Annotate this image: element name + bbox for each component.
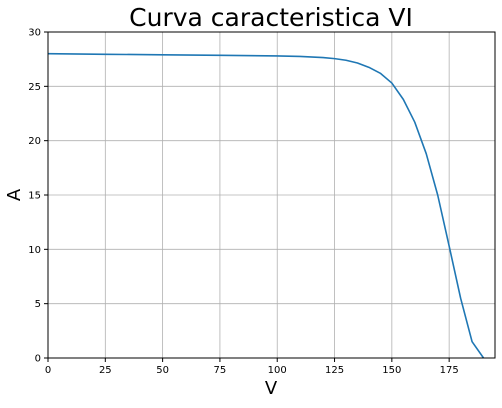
y-tick-label: 20 [28,136,41,147]
y-tick-label: 25 [28,82,41,93]
y-tick-label: 5 [35,299,41,310]
x-tick-label: 175 [440,365,459,376]
y-tick-label: 0 [35,354,41,365]
x-axis-label: V [265,378,278,399]
x-tick-label: 125 [325,365,344,376]
x-tick-label: 25 [99,365,112,376]
grid-lines [47,31,495,359]
y-tick-label: 10 [28,245,41,256]
axis-ticks: 0 25 50 75 100 125 150 175 0 5 10 15 20 25 30 [28,28,458,377]
y-tick-label: 30 [28,28,41,39]
x-tick-label: 150 [382,365,401,376]
x-tick-label: 50 [156,365,169,376]
y-axis-label: A [4,188,25,201]
x-tick-label: 100 [268,365,287,376]
x-tick-label: 0 [45,365,51,376]
x-tick-label: 75 [214,365,227,376]
y-tick-label: 15 [28,191,41,202]
series-line-0 [47,52,485,359]
series-layer [47,52,485,359]
chart-title: Curva caracteristica VI [129,3,413,32]
